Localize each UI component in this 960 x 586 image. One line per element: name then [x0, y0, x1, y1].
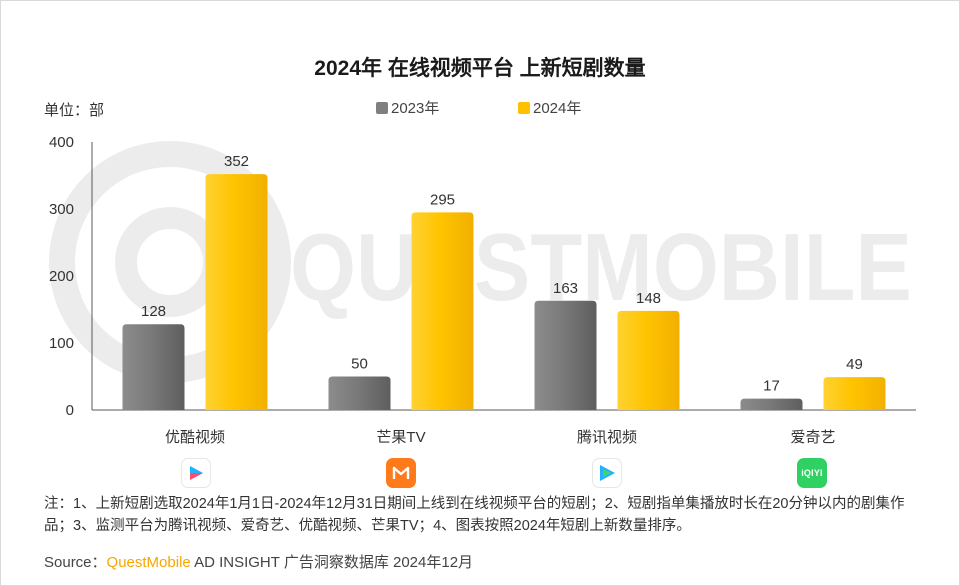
- chart-title: 2024年 在线视频平台 上新短剧数量: [314, 57, 646, 80]
- iqiyi-icon-text: iQIYI: [801, 468, 823, 478]
- source-line: Source：QuestMobile AD INSIGHT 广告洞察数据库 20…: [44, 551, 473, 572]
- tencent-video-icon: [592, 458, 622, 488]
- x-tick-label: 芒果TV: [376, 429, 425, 446]
- source-suffix: AD INSIGHT 广告洞察数据库 2024年12月: [190, 554, 474, 571]
- mgtv-icon: [386, 458, 416, 488]
- source-prefix: Source：: [44, 554, 107, 571]
- source-brand: QuestMobile: [106, 554, 191, 571]
- y-tick-label: 400: [49, 134, 74, 151]
- bar-2024: [205, 174, 268, 410]
- legend-label-2024: 2024年: [533, 100, 582, 117]
- data-label: 295: [430, 191, 455, 208]
- bar-2024: [617, 310, 680, 410]
- data-label: 148: [636, 290, 661, 307]
- data-label: 17: [763, 378, 780, 395]
- bar-2024: [411, 212, 474, 410]
- bar-2023: [534, 300, 597, 410]
- youku-icon: [181, 458, 211, 488]
- y-tick-label: 300: [49, 201, 74, 218]
- legend-item-2024: 2024年: [518, 97, 581, 118]
- bar-2023: [122, 324, 185, 410]
- bar-2023: [740, 398, 803, 410]
- data-label: 163: [553, 280, 578, 297]
- y-tick-label: 100: [49, 335, 74, 352]
- legend-label-2023: 2023年: [391, 100, 440, 117]
- y-tick-label: 200: [49, 268, 74, 285]
- watermark: QUESTMOBILE: [49, 141, 912, 383]
- y-tick-label: 0: [66, 402, 74, 419]
- legend-item-2023: 2023年: [376, 97, 439, 118]
- legend-swatch-2024: [518, 101, 530, 114]
- iqiyi-icon: iQIYI: [797, 458, 827, 488]
- data-label: 50: [351, 356, 368, 373]
- watermark-text: QUESTMOBILE: [290, 214, 912, 321]
- data-label: 352: [224, 153, 249, 170]
- data-label: 49: [846, 356, 863, 373]
- legend-swatch-2023: [376, 101, 388, 114]
- unit-label: 单位：部: [44, 102, 105, 119]
- data-label: 128: [141, 303, 166, 320]
- x-tick-label: 爱奇艺: [790, 429, 835, 446]
- x-tick-label: 腾讯视频: [577, 429, 637, 446]
- bar-2023: [328, 376, 391, 410]
- footnote: 注：1、上新短剧选取2024年1月1日-2024年12月31日期间上线到在线视频…: [44, 496, 905, 534]
- x-tick-label: 优酷视频: [165, 429, 225, 446]
- bar-2024: [823, 377, 886, 410]
